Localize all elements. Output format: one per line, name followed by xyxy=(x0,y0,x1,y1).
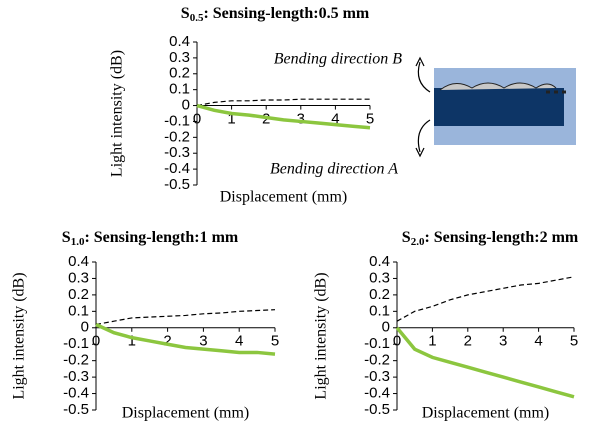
y-axis-label: Light intensity (dB) xyxy=(11,272,28,399)
title-symbol: S xyxy=(402,229,411,246)
figure: Bending direction B Bending direction A … xyxy=(0,0,600,425)
y-tick-label: 0.4 xyxy=(369,253,390,270)
x-axis-label: Displacement (mm) xyxy=(122,405,250,422)
title-subscript: 2.0 xyxy=(411,236,425,248)
title-subscript: 0.5 xyxy=(190,12,204,24)
x-tick-label: 4 xyxy=(235,333,243,350)
y-tick-label: 0 xyxy=(182,97,190,114)
fiber-core xyxy=(434,88,564,126)
y-tick-label: -0.4 xyxy=(164,160,190,177)
title-text: : Sensing-length:0.5 mm xyxy=(203,5,369,22)
y-tick-label: 0.3 xyxy=(169,49,190,66)
y-tick-label: 0 xyxy=(81,319,89,336)
y-tick-label: 0.2 xyxy=(169,65,190,82)
y-axis-label: Light intensity (dB) xyxy=(313,272,330,399)
x-tick-label: 5 xyxy=(271,333,279,350)
y-tick-label: -0.1 xyxy=(364,335,390,352)
x-tick-label: 0 xyxy=(92,333,100,350)
data-line xyxy=(96,310,275,325)
arrow-a xyxy=(418,120,430,152)
y-tick-label: 0.1 xyxy=(169,81,190,98)
y-tick-label: -0.5 xyxy=(364,401,390,418)
y-tick-label: -0.3 xyxy=(164,144,190,161)
y-tick-label: 0.1 xyxy=(68,302,89,319)
y-tick-label: 0.3 xyxy=(68,269,89,286)
x-tick-label: 5 xyxy=(366,111,374,128)
title-symbol: S xyxy=(62,229,71,246)
chart-title: S0.5: Sensing-length:0.5 mm xyxy=(181,5,370,24)
y-tick-label: 0.1 xyxy=(369,302,390,319)
y-tick-label: 0.2 xyxy=(68,286,89,303)
data-line xyxy=(197,99,370,105)
annotation: Bending direction B xyxy=(274,51,402,68)
fiber-diagram xyxy=(416,58,576,156)
title-subscript: 1.0 xyxy=(71,236,85,248)
x-tick-label: 2 xyxy=(464,333,472,350)
x-tick-label: 0 xyxy=(393,333,401,350)
y-tick-label: -0.1 xyxy=(63,335,89,352)
data-line xyxy=(397,328,574,397)
y-tick-label: 0.4 xyxy=(169,33,190,50)
x-tick-label: 0 xyxy=(193,111,201,128)
x-tick-label: 3 xyxy=(297,111,305,128)
annotation: Bending direction A xyxy=(270,161,398,178)
y-axis-label: Light intensity (dB) xyxy=(109,50,126,177)
y-tick-label: -0.2 xyxy=(364,352,390,369)
y-tick-label: -0.5 xyxy=(63,401,89,418)
data-line xyxy=(197,106,370,128)
y-tick-label: -0.2 xyxy=(63,352,89,369)
arrow-b xyxy=(418,62,430,92)
x-tick-label: 4 xyxy=(534,333,542,350)
chart-title: S1.0: Sensing-length:1 mm xyxy=(62,229,239,248)
x-axis-label: Displacement (mm) xyxy=(220,189,348,206)
y-tick-label: 0.3 xyxy=(369,269,390,286)
y-tick-label: 0.2 xyxy=(369,286,390,303)
y-tick-label: -0.3 xyxy=(364,368,390,385)
y-tick-label: -0.4 xyxy=(63,385,89,402)
data-line xyxy=(96,324,275,354)
x-tick-label: 2 xyxy=(163,333,171,350)
y-tick-label: 0.4 xyxy=(68,253,89,270)
y-tick-label: -0.5 xyxy=(164,176,190,193)
x-tick-label: 1 xyxy=(428,333,436,350)
y-tick-label: -0.3 xyxy=(63,368,89,385)
x-tick-label: 3 xyxy=(499,333,507,350)
title-text: : Sensing-length:2 mm xyxy=(424,229,578,246)
data-line xyxy=(397,277,574,321)
y-tick-label: 0 xyxy=(382,319,390,336)
y-tick-label: -0.1 xyxy=(164,112,190,129)
chart-title: S2.0: Sensing-length:2 mm xyxy=(402,229,579,248)
title-symbol: S xyxy=(181,5,190,22)
x-axis-label: Displacement (mm) xyxy=(422,405,550,422)
y-tick-label: -0.2 xyxy=(164,128,190,145)
x-tick-label: 5 xyxy=(570,333,578,350)
y-tick-label: -0.4 xyxy=(364,385,390,402)
title-text: : Sensing-length:1 mm xyxy=(84,229,238,246)
